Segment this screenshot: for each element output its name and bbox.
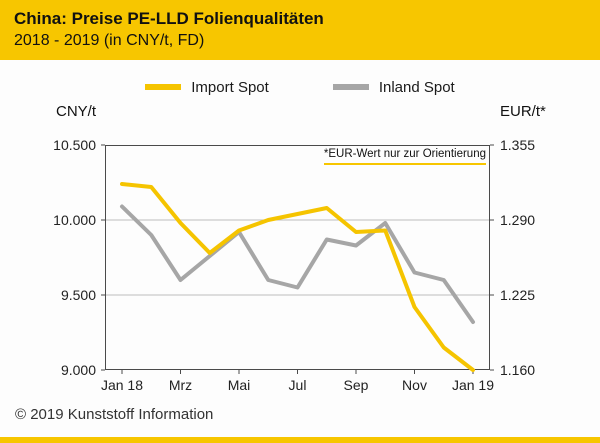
y-axis-right-tick-label: 1.290 xyxy=(500,212,536,228)
y-axis-right-tick-label: 1.225 xyxy=(500,287,536,303)
eur-annotation: *EUR-Wert nur zur Orientierung xyxy=(323,148,486,165)
legend-item-inland: Inland Spot xyxy=(332,78,455,96)
y-axis-right-tick-label: 1.355 xyxy=(500,137,536,153)
legend-item-import: Import Spot xyxy=(145,79,269,96)
x-axis-tick-label: Jul xyxy=(288,377,307,393)
x-axis-tick-label: Mrz xyxy=(168,377,193,393)
chart-header: China: Preise PE-LLD Folienqualitäten 20… xyxy=(0,0,600,60)
y-axis-left-tick-label: 10.000 xyxy=(53,212,96,228)
legend-label-import: Import Spot xyxy=(191,78,269,96)
legend: Import Spot Inland Spot xyxy=(0,76,600,98)
chart-subtitle: 2018 - 2019 (in CNY/t, FD) xyxy=(14,31,205,49)
y-axis-left-tick-label: 9.500 xyxy=(60,287,96,303)
line-chart xyxy=(101,144,494,374)
y-axis-right-tick-label: 1.160 xyxy=(500,362,536,378)
x-axis-tick-label: Nov xyxy=(402,377,427,393)
legend-label-inland: Inland Spot xyxy=(378,78,455,96)
bottom-accent-bar xyxy=(0,437,600,443)
y-axis-left-tick-label: 10.500 xyxy=(53,137,96,153)
x-axis-tick-label: Sep xyxy=(343,377,369,393)
right-axis-title: EUR/t* xyxy=(500,103,546,120)
x-axis-tick-label: Jan 19 xyxy=(451,377,495,393)
legend-swatch-inland-line xyxy=(332,84,369,90)
copyright: © 2019 Kunststoff Information xyxy=(15,406,214,423)
x-axis-tick-label: Jan 18 xyxy=(100,377,144,393)
left-axis-title: CNY/t xyxy=(56,103,97,120)
x-axis-tick-label: Mai xyxy=(227,377,251,393)
y-axis-left-tick-label: 9.000 xyxy=(60,362,96,378)
chart-title: China: Preise PE-LLD Folienqualitäten xyxy=(14,9,324,28)
legend-swatch-import-line xyxy=(145,84,182,90)
